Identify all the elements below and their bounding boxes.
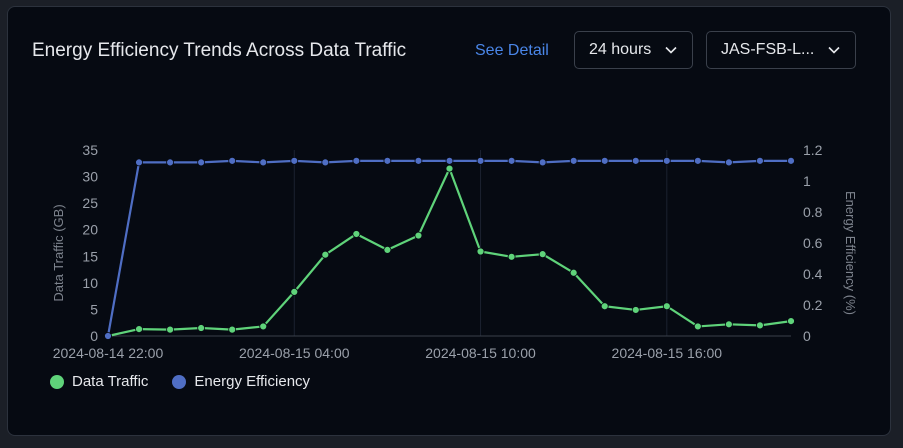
device-select[interactable]: JAS-FSB-L...	[706, 31, 856, 69]
legend-item-efficiency[interactable]: Energy Efficiency	[172, 373, 310, 390]
chart-card	[7, 6, 891, 436]
legend-label-efficiency: Energy Efficiency	[194, 373, 311, 390]
chart-title: Energy Efficiency Trends Across Data Tra…	[32, 40, 407, 61]
chart-legend: Data Traffic Energy Efficiency	[50, 373, 334, 390]
time-range-value: 24 hours	[589, 41, 652, 58]
see-detail-link[interactable]: See Detail	[475, 42, 549, 59]
time-range-select[interactable]: 24 hours	[574, 31, 693, 69]
legend-label-traffic: Data Traffic	[72, 373, 149, 390]
legend-item-traffic[interactable]: Data Traffic	[50, 373, 148, 390]
device-value: JAS-FSB-L...	[721, 41, 815, 58]
legend-swatch-traffic	[50, 374, 64, 389]
chevron-down-icon	[664, 43, 678, 57]
chevron-down-icon	[827, 43, 841, 57]
legend-swatch-efficiency	[172, 374, 187, 389]
